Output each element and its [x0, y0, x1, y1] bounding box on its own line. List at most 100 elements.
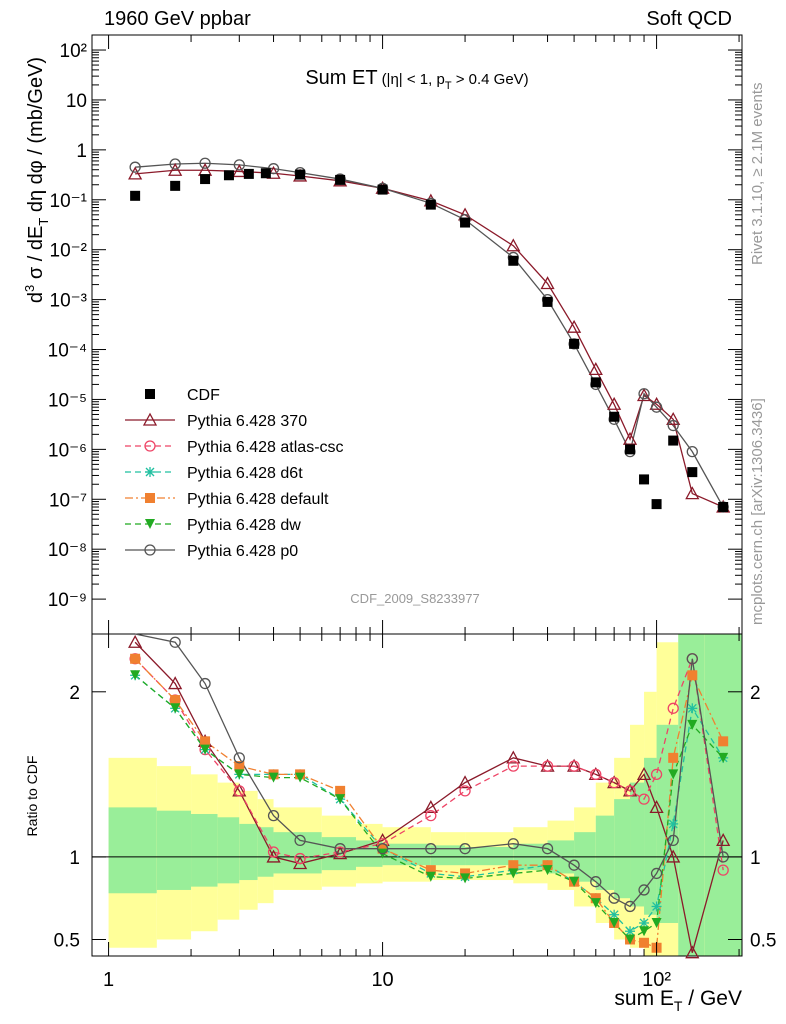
ratio-series-marker: [590, 768, 602, 781]
y-tick-label: 10⁻¹: [50, 191, 88, 212]
legend: CDF Pythia 6.428 370 Pythia 6.428 atlas-cs…: [125, 387, 344, 560]
ratio-series-marker: [651, 901, 662, 912]
star-stroke: [652, 902, 662, 911]
ratio-series-line: [134, 656, 724, 871]
ratio-series-marker: [624, 785, 636, 797]
legend-marker: [145, 389, 155, 399]
star-stroke: [145, 467, 155, 477]
ratio-series-marker: [608, 776, 620, 789]
ratio-series-marker: [425, 843, 437, 855]
legend-marker: [144, 440, 156, 452]
main-curve-marker: [622, 431, 638, 445]
data-point: [668, 435, 679, 446]
y-tick-label: 10⁻⁷: [49, 490, 87, 511]
main-curve-marker: [232, 164, 247, 178]
data-point: [243, 168, 254, 179]
axes-ticks: 1 10 10²10⁻⁹10⁻⁸10⁻⁷10⁻⁶10⁻⁵10⁻⁴10⁻³10⁻²10…: [48, 34, 776, 991]
data-point: [425, 199, 436, 210]
legend-marker: [145, 467, 155, 477]
ratio-series-marker: [668, 818, 679, 829]
ratio-series-marker: [376, 843, 389, 855]
main-curve-marker: [128, 166, 143, 180]
legend-marker: [145, 519, 155, 529]
ratio-tick-label-right: 2: [750, 683, 761, 704]
green-band-bin: [630, 782, 645, 907]
main-curve-marker: [636, 388, 652, 402]
legend-label: Pythia 6.428 370: [187, 413, 307, 430]
ratio-series-marker: [199, 677, 211, 690]
green-band-bin: [430, 845, 466, 866]
legend-label: Pythia 6.428 p0: [187, 543, 298, 560]
ratio-series-marker: [200, 736, 211, 747]
ratio-series-marker: [718, 752, 729, 763]
legend-label: CDF: [187, 387, 220, 404]
green-band-bin: [614, 799, 631, 899]
y-tick-label: 10⁻⁶: [48, 440, 87, 461]
main-curve-marker: [666, 411, 681, 425]
main-curve-marker: [567, 319, 582, 333]
ratio-series-marker: [636, 767, 652, 781]
ratio-series-marker: [295, 772, 306, 783]
ratio-series-marker: [423, 800, 438, 814]
ratio-series-marker: [608, 892, 620, 904]
green-band-bin: [465, 847, 514, 866]
ratio-series-marker: [569, 876, 580, 887]
ratio-series-marker: [542, 865, 553, 876]
ratio-series-marker: [568, 859, 580, 871]
ratio-series-line: [134, 641, 724, 953]
ratio-series-marker: [625, 934, 636, 945]
series-markers: [128, 157, 731, 959]
ratio-series-marker: [457, 775, 473, 789]
ratio-series-marker: [233, 752, 245, 764]
ratio-series-marker: [590, 898, 601, 909]
main-ylabel: d3 σ / dET dη dφ / (mb/GeV): [22, 57, 51, 303]
green-band-bin: [273, 832, 322, 874]
green-band-bin: [257, 827, 274, 877]
data-point: [590, 377, 601, 388]
y-tick-label: 10⁻⁵: [48, 390, 87, 411]
ratio-series-marker: [666, 849, 681, 863]
data-point: [687, 467, 698, 478]
ratio-series-marker: [639, 937, 650, 948]
data-point: [130, 190, 141, 201]
main-curve-marker: [667, 419, 679, 432]
ratio-series-marker: [268, 772, 279, 783]
ratio-series-marker: [460, 873, 471, 884]
ratio-series-marker: [609, 917, 620, 928]
ratio-series-marker: [638, 793, 650, 805]
y-tick-label: 10⁻⁴: [48, 341, 87, 362]
green-band-bin: [191, 813, 218, 887]
main-curve-marker: [540, 276, 555, 290]
ratio-series-marker: [425, 865, 436, 876]
ratio-tick-label-right: 0.5: [750, 930, 776, 951]
main-curve-marker: [588, 362, 603, 376]
ratio-series-marker: [508, 868, 519, 879]
ratio-series-marker: [651, 917, 662, 928]
ratio-series-marker: [716, 833, 731, 847]
ratio-series-marker: [687, 703, 698, 714]
y-tick-label: 10⁻³: [50, 291, 88, 312]
ratio-series-marker: [541, 760, 554, 772]
data-point: [295, 169, 306, 180]
data-point: [200, 174, 211, 185]
x-tick-label: 1: [103, 969, 114, 991]
ratio-series-marker: [169, 636, 181, 648]
ratio-series-marker: [638, 884, 650, 896]
star-stroke: [639, 918, 649, 928]
ratio-ylabel: Ratio to CDF: [24, 756, 40, 837]
ratio-series-marker: [459, 785, 471, 797]
y-tick-label: 10⁻⁹: [48, 590, 87, 611]
ratio-series-marker: [334, 846, 346, 858]
data-point: [625, 444, 636, 455]
ratio-series-marker: [650, 768, 663, 781]
ratio-series-marker: [590, 876, 602, 888]
main-curve-marker: [233, 159, 245, 171]
ratio-series-marker: [507, 838, 519, 850]
ratio-tick-label: 0.5: [54, 930, 80, 951]
legend-marker: [142, 412, 158, 426]
mcplots-label: mcplots.cern.ch [arXiv:1306.3436]: [749, 398, 766, 625]
x-tick-label: 10²: [642, 969, 671, 991]
ratio-series-marker: [687, 719, 698, 730]
ratio-series-marker: [667, 702, 679, 714]
